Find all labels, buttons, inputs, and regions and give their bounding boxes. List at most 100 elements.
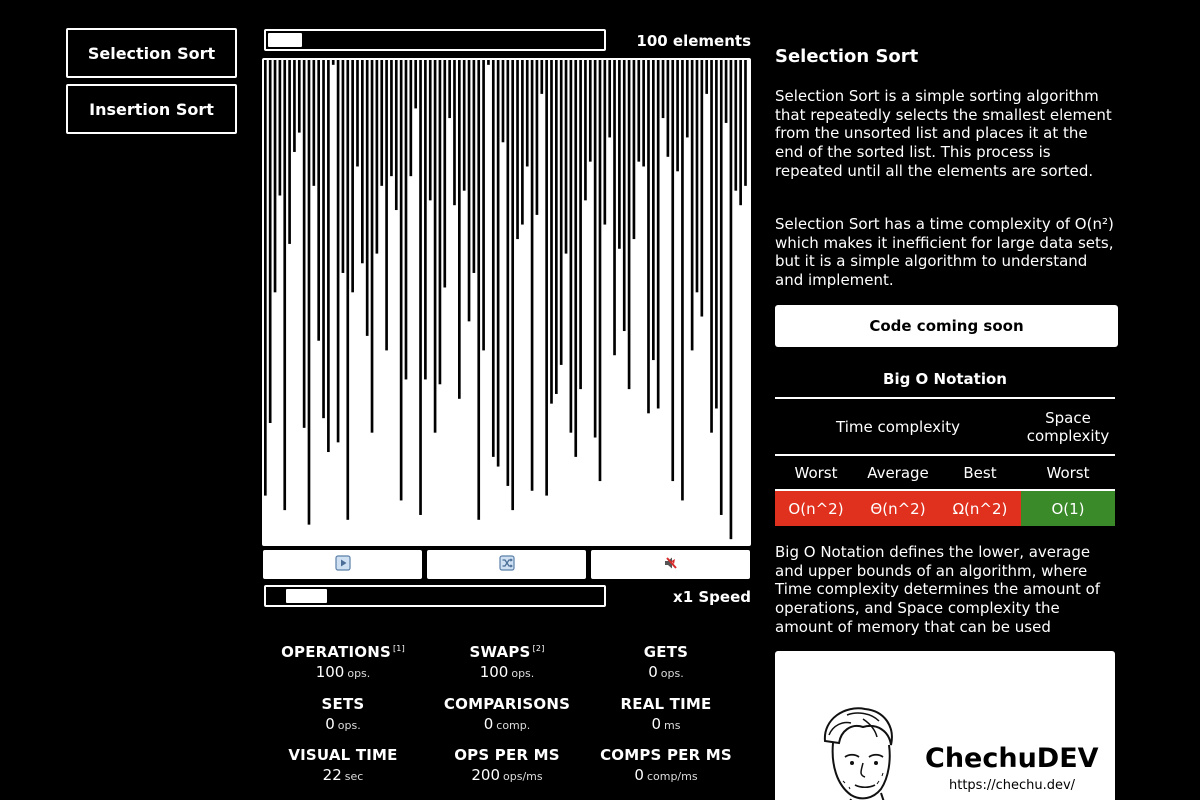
bar: [666, 60, 670, 157]
bar: [729, 60, 733, 540]
bars-canvas: [262, 58, 751, 546]
bar: [288, 60, 291, 244]
bar: [302, 60, 306, 428]
bar: [346, 60, 350, 520]
bar: [394, 60, 398, 211]
bar: [317, 60, 321, 341]
bar: [719, 60, 723, 515]
elements-slider[interactable]: [264, 29, 606, 51]
bar: [409, 60, 413, 177]
stat-unit: ms: [664, 719, 681, 732]
bar: [637, 60, 641, 162]
bar: [506, 60, 510, 486]
bar: [652, 60, 655, 361]
stat-value-row: 200 ops/ms: [422, 766, 592, 784]
play-button[interactable]: [263, 550, 422, 579]
algorithm-title: Selection Sort: [775, 46, 919, 67]
bar: [380, 60, 384, 186]
stat-name: OPS PER MS: [422, 746, 592, 764]
bar: [700, 60, 704, 317]
bar: [307, 60, 311, 525]
bar: [744, 60, 747, 186]
stat-value: 100: [315, 663, 345, 681]
bar: [361, 60, 364, 264]
bar: [472, 60, 476, 273]
stat-comps-per-ms: COMPS PER MS 0 comp/ms: [581, 746, 751, 784]
col-worst: Worst: [775, 455, 857, 491]
bar: [613, 60, 616, 356]
stat-name: OPERATIONS [1]: [258, 643, 428, 661]
bar: [618, 60, 621, 249]
bar: [487, 60, 490, 65]
stat-real-time: REAL TIME 0 ms: [581, 695, 751, 733]
col-average: Average: [857, 455, 939, 491]
bar: [598, 60, 602, 482]
bar: [632, 60, 636, 240]
bar: [297, 60, 301, 133]
bar: [424, 60, 427, 380]
speed-slider[interactable]: [264, 585, 606, 607]
stat-name: SETS: [258, 695, 428, 713]
speed-slider-thumb[interactable]: [286, 589, 327, 603]
mute-icon: [663, 555, 679, 575]
brand-url[interactable]: https://chechu.dev/: [949, 778, 1076, 793]
stat-unit: sec: [344, 770, 364, 783]
bar: [370, 60, 374, 433]
bar: [448, 60, 451, 119]
stat-footnote[interactable]: [2]: [532, 644, 545, 653]
insertion-sort-button[interactable]: Insertion Sort: [66, 84, 237, 134]
bar: [443, 60, 447, 288]
stat-name-text: VISUAL TIME: [288, 746, 398, 764]
time-average-value: Θ(n^2): [857, 490, 939, 526]
code-button[interactable]: Code coming soon: [775, 305, 1118, 347]
big-o-table: Time complexity Space complexity Worst A…: [775, 397, 1115, 526]
bar: [351, 60, 354, 293]
stat-name-text: COMPARISONS: [443, 695, 571, 713]
time-complexity-header: Time complexity: [775, 397, 1021, 456]
stat-name-text: REAL TIME: [620, 695, 712, 713]
stat-value-row: 0 comp/ms: [581, 766, 751, 784]
bar: [622, 60, 626, 332]
bar: [511, 60, 515, 511]
bar: [458, 60, 461, 399]
sound-button[interactable]: [591, 550, 750, 579]
stat-name-text: COMPS PER MS: [600, 746, 732, 764]
shuffle-icon: [498, 554, 515, 575]
bar: [312, 60, 316, 186]
bar: [341, 60, 345, 273]
author-portrait: [803, 701, 915, 800]
bar: [550, 60, 553, 404]
stat-value-row: 0 ms: [581, 715, 751, 733]
stat-footnote[interactable]: [1]: [392, 644, 405, 653]
bar: [438, 60, 442, 385]
bar: [690, 60, 694, 351]
bar: [521, 60, 524, 225]
elements-slider-thumb[interactable]: [268, 33, 302, 47]
stat-name-text: SETS: [321, 695, 365, 713]
bar: [715, 60, 718, 409]
author-card[interactable]: ChechuDEV https://chechu.dev/: [775, 651, 1115, 800]
stat-unit: ops.: [660, 667, 684, 680]
algorithm-description: Selection Sort is a simple sorting algor…: [775, 87, 1112, 180]
stat-name: SWAPS [2]: [422, 643, 592, 661]
bar: [327, 60, 330, 453]
stat-unit: comp/ms: [646, 770, 698, 783]
stat-value: 0: [325, 715, 335, 733]
bar: [642, 60, 645, 167]
bar: [331, 60, 335, 65]
bar: [685, 60, 689, 138]
bar: [385, 60, 388, 351]
stat-name-text: OPS PER MS: [454, 746, 560, 764]
bar: [453, 60, 456, 206]
shuffle-button[interactable]: [427, 550, 586, 579]
bar: [356, 60, 359, 167]
bar: [268, 60, 272, 423]
selection-sort-button[interactable]: Selection Sort: [66, 28, 237, 78]
stat-value: 22: [322, 766, 342, 784]
bars-chart: [264, 60, 747, 540]
bar: [336, 60, 340, 443]
bar: [676, 60, 679, 172]
bar: [283, 60, 287, 511]
bar: [375, 60, 379, 254]
stat-value: 0: [483, 715, 494, 733]
